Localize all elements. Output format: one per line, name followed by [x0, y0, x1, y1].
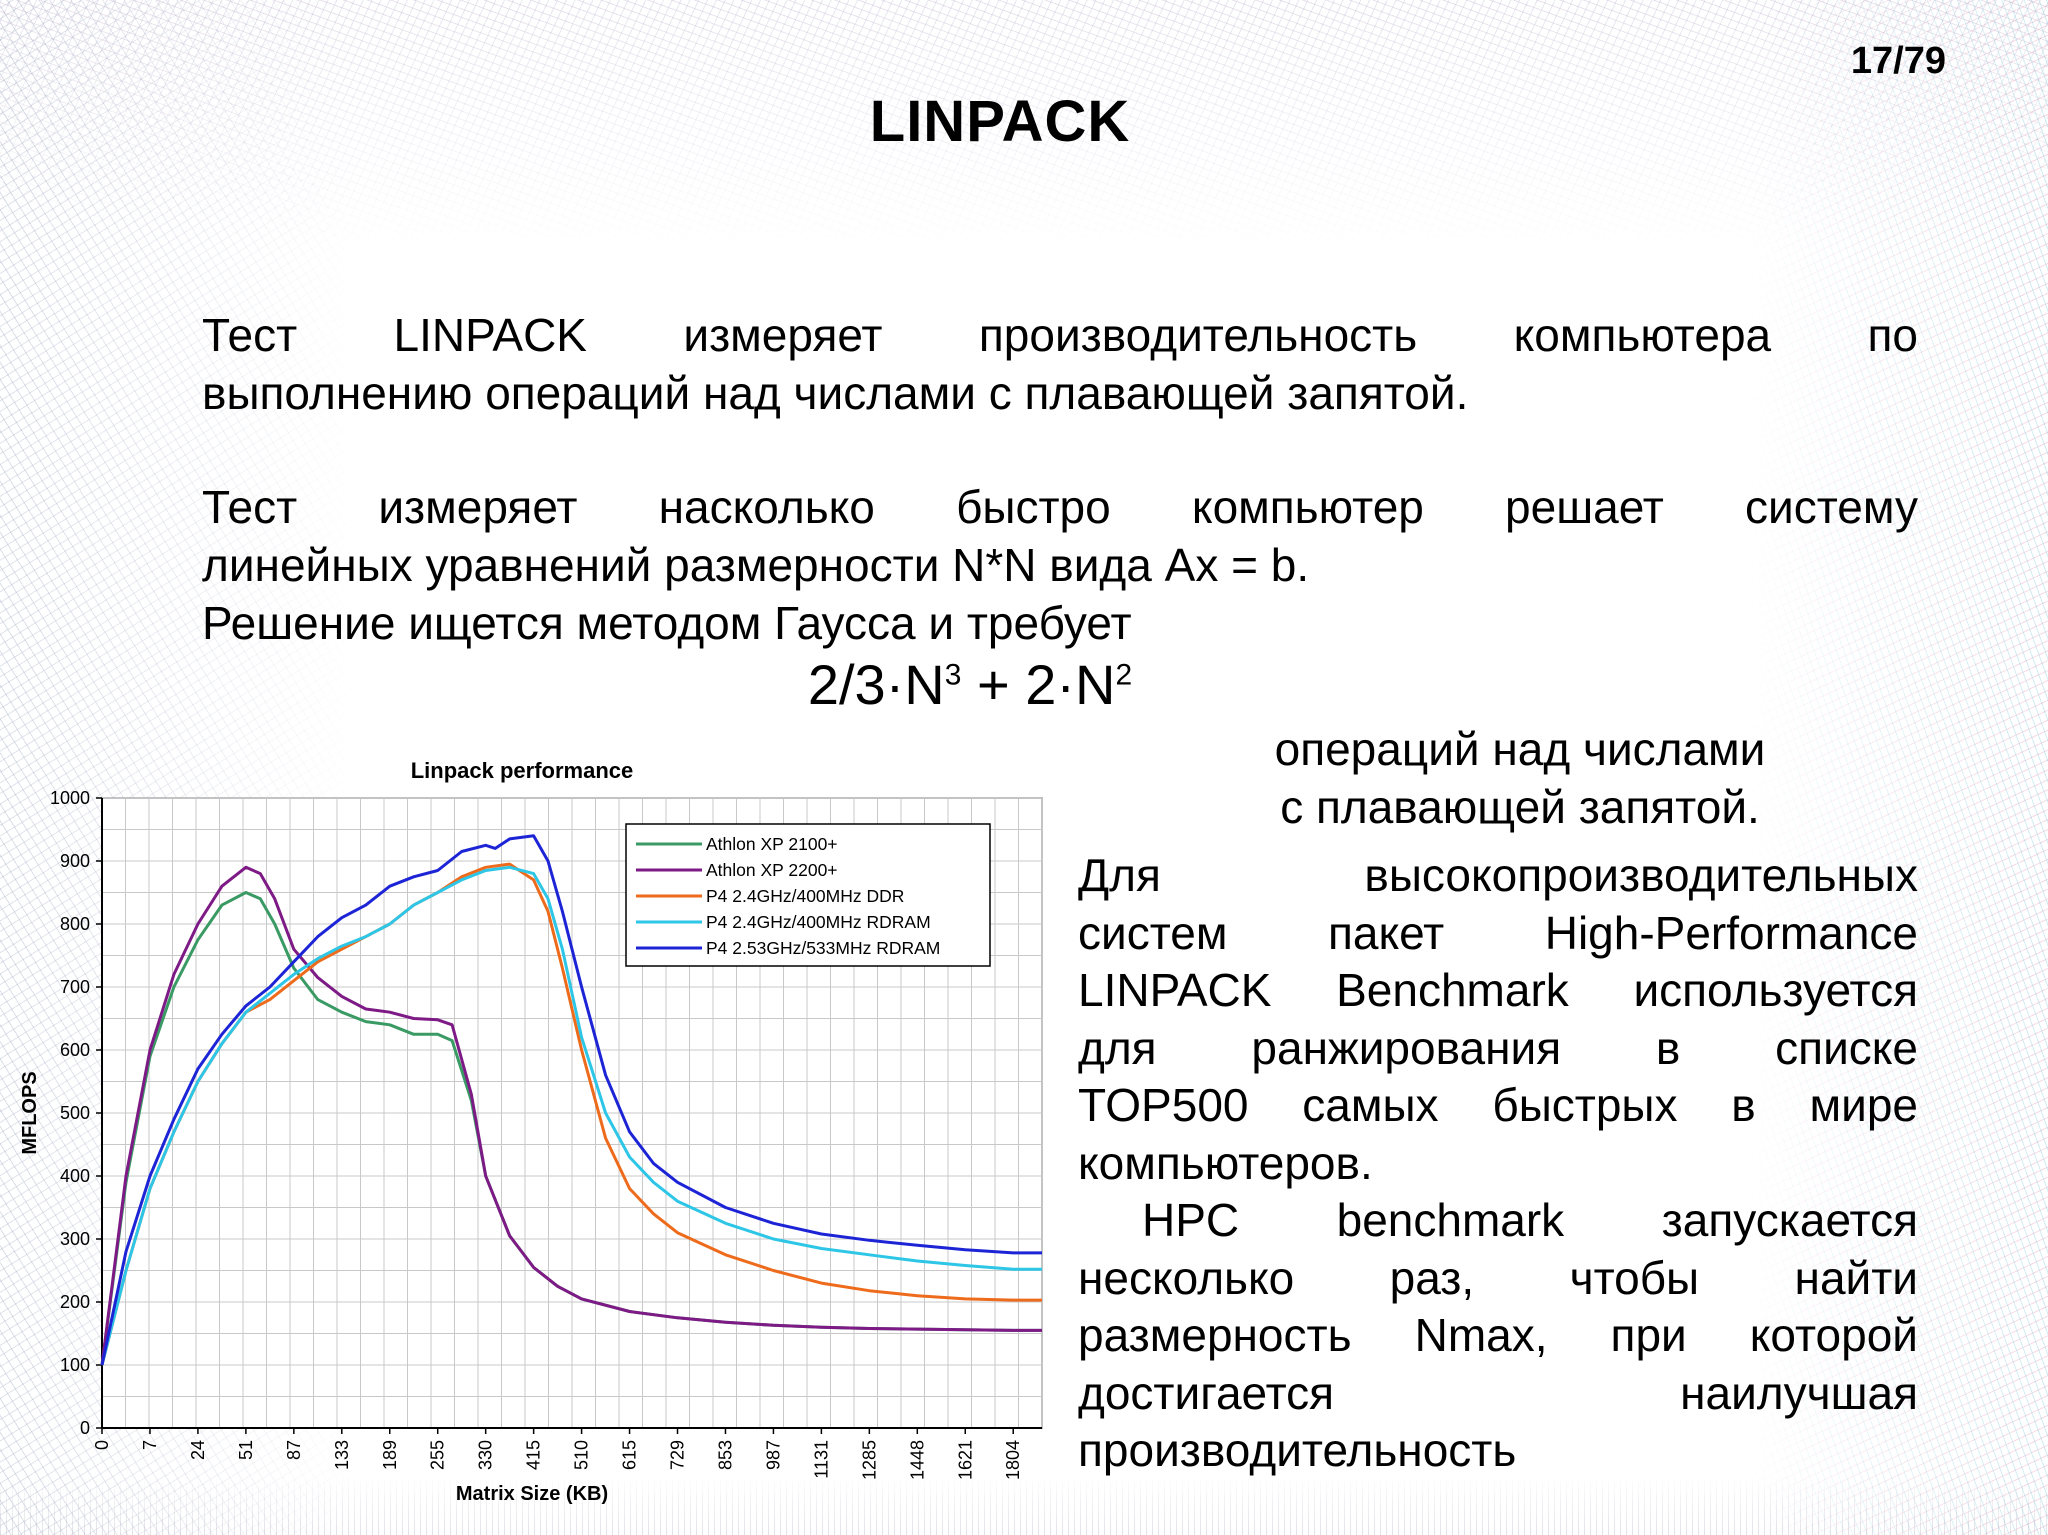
- background-mesh-right: [1748, 0, 2048, 1535]
- intro-paragraph: Тест LINPACK измеряет производительность…: [202, 306, 1918, 422]
- legend-label-3: P4 2.4GHz/400MHz DDR: [706, 886, 904, 906]
- x-axis-label: Matrix Size (KB): [456, 1483, 608, 1505]
- x-tick-label: 415: [524, 1440, 544, 1470]
- hpl-line-5: TOP500 самых быстрых в мире: [1078, 1079, 1918, 1131]
- y-axis-label: MFLOPS: [19, 1071, 41, 1154]
- chart-title: Linpack performance: [411, 758, 634, 783]
- x-tick-label: 1285: [859, 1440, 879, 1480]
- y-tick-label: 1000: [50, 788, 90, 808]
- hpl-line-6: компьютеров.: [1078, 1136, 1373, 1189]
- legend-label-4: P4 2.4GHz/400MHz RDRAM: [706, 912, 931, 932]
- formula-exponent-2: 2: [1115, 658, 1133, 692]
- operations-line-2: с плавающей запятой.: [1280, 781, 1760, 833]
- y-tick-label: 700: [60, 977, 90, 997]
- method-line-2: линейных уравнений размерности N*N вида …: [202, 539, 1310, 591]
- y-tick-label: 200: [60, 1292, 90, 1312]
- x-tick-label: 24: [188, 1440, 208, 1460]
- x-tick-label: 189: [380, 1440, 400, 1470]
- hpc-line-2: несколько раз, чтобы найти: [1078, 1251, 1918, 1304]
- x-tick-label: 51: [236, 1440, 256, 1460]
- page-number: 17/79: [1850, 40, 1946, 82]
- x-tick-label: 1621: [955, 1440, 975, 1480]
- x-tick-label: 987: [763, 1440, 783, 1470]
- hpc-line-3: размерность Nmax, при которой: [1078, 1309, 1918, 1361]
- x-tick-label: 133: [332, 1440, 352, 1470]
- x-tick-label: 87: [284, 1440, 304, 1460]
- method-line-1: Тест измеряет насколько быстро компьютер…: [202, 481, 1918, 533]
- x-tick-label: 1448: [907, 1440, 927, 1480]
- hpc-line-5: производительность: [1078, 1424, 1517, 1476]
- hpl-description: Для высокопроизводительных систем пакет …: [1078, 847, 1918, 1480]
- legend-label-2: Athlon XP 2200+: [706, 860, 838, 880]
- y-tick-label: 900: [60, 851, 90, 871]
- y-tick-label: 0: [80, 1418, 90, 1438]
- background-mesh-bottom: [0, 1475, 2048, 1535]
- intro-line-2: выполнению операций над числами с плаваю…: [202, 367, 1469, 419]
- x-tick-label: 0: [92, 1440, 112, 1450]
- series-line-2: [100, 865, 1042, 1366]
- method-line-3: Решение ищется методом Гаусса и требует: [202, 597, 1132, 649]
- formula-exponent-1: 3: [944, 658, 962, 692]
- background-mesh-top: [0, 0, 2048, 250]
- hpl-line-3: LINPACK Benchmark используется: [1078, 964, 1918, 1016]
- x-tick-label: 510: [572, 1440, 592, 1470]
- formula-part-2: + 2·N: [961, 653, 1116, 716]
- slide-title: LINPACK: [869, 89, 1131, 154]
- x-tick-label: 7: [140, 1440, 160, 1450]
- formula-part-1: 2/3·N: [807, 653, 945, 716]
- hpc-line-1: HPC benchmark запускается: [1142, 1194, 1918, 1246]
- x-tick-label: 330: [476, 1440, 496, 1470]
- hpl-line-1: Для высокопроизводительных: [1078, 849, 1918, 901]
- linpack-chart-svg: 0 100 200 300 400 500 600 700 800 900 1000 0 7 24 51 87…: [19, 758, 1043, 1505]
- legend-label-1: Athlon XP 2100+: [706, 834, 838, 854]
- x-tick-label: 1804: [1003, 1440, 1023, 1480]
- y-tick-label: 500: [60, 1103, 90, 1123]
- method-paragraph: Тест измеряет насколько быстро компьютер…: [202, 478, 1918, 652]
- operation-count-formula: 2/3·N3 + 2·N2: [0, 652, 1940, 717]
- hpl-line-2: систем пакет High-Performance: [1078, 906, 1918, 959]
- y-tick-label: 600: [60, 1040, 90, 1060]
- x-tick-label: 853: [715, 1440, 735, 1470]
- series-line-5: [100, 834, 1042, 1366]
- hpl-line-4: для ранжирования в списке: [1078, 1021, 1918, 1074]
- y-tick-label: 300: [60, 1229, 90, 1249]
- intro-line-1: Тест LINPACK измеряет производительность…: [202, 309, 1918, 361]
- operations-line-1: операций над числами: [1274, 723, 1766, 775]
- linpack-chart: 0 100 200 300 400 500 600 700 800 900 1000 0 7 24 51 87…: [0, 748, 1060, 1508]
- operations-caption: операций над числами с плавающей запятой…: [1080, 720, 1960, 836]
- y-tick-label: 100: [60, 1355, 90, 1375]
- x-tick-label: 255: [428, 1440, 448, 1470]
- legend-label-5: P4 2.53GHz/533MHz RDRAM: [706, 938, 940, 958]
- y-tick-label: 800: [60, 914, 90, 934]
- y-tick-label: 400: [60, 1166, 90, 1186]
- series-line-4: [100, 865, 1042, 1366]
- x-tick-label: 1131: [811, 1440, 831, 1479]
- x-tick-label: 615: [620, 1440, 640, 1470]
- hpc-line-4: достигается наилучшая: [1078, 1366, 1918, 1419]
- x-tick-label: 729: [668, 1440, 688, 1470]
